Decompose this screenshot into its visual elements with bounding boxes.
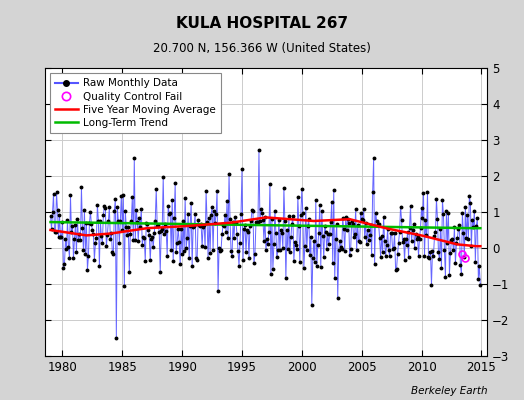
Text: 20.700 N, 156.366 W (United States): 20.700 N, 156.366 W (United States) — [153, 42, 371, 55]
Text: KULA HOSPITAL 267: KULA HOSPITAL 267 — [176, 16, 348, 31]
Legend: Raw Monthly Data, Quality Control Fail, Five Year Moving Average, Long-Term Tren: Raw Monthly Data, Quality Control Fail, … — [50, 73, 221, 133]
Text: Berkeley Earth: Berkeley Earth — [411, 386, 487, 396]
